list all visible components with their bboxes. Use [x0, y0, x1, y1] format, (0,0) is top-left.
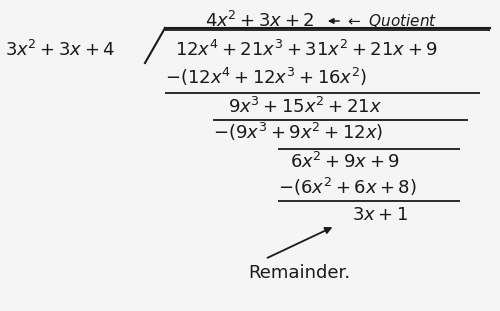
Text: $\leftarrow$ Quotient: $\leftarrow$ Quotient: [345, 12, 438, 30]
Text: $9x^3 + 15x^2 + 21x$: $9x^3 + 15x^2 + 21x$: [228, 97, 382, 117]
Text: $-(12x^4 + 12x^3 + 16x^2)$: $-(12x^4 + 12x^3 + 16x^2)$: [165, 66, 368, 88]
Text: $-(9x^3 + 9x^2 + 12x)$: $-(9x^3 + 9x^2 + 12x)$: [213, 121, 383, 143]
Text: $-(6x^2 + 6x + 8)$: $-(6x^2 + 6x + 8)$: [278, 176, 416, 198]
Text: $4x^2 + 3x + 2$: $4x^2 + 3x + 2$: [205, 11, 314, 31]
Text: $3x^2+3x+4$: $3x^2+3x+4$: [5, 40, 115, 60]
Text: $3x+1$: $3x+1$: [352, 206, 408, 224]
Text: $6x^2 + 9x + 9$: $6x^2 + 9x + 9$: [290, 152, 400, 172]
Text: $12x^4 + 21x^3 + 31x^2 + 21x + 9$: $12x^4 + 21x^3 + 31x^2 + 21x + 9$: [175, 40, 438, 60]
Text: Remainder.: Remainder.: [248, 264, 350, 282]
